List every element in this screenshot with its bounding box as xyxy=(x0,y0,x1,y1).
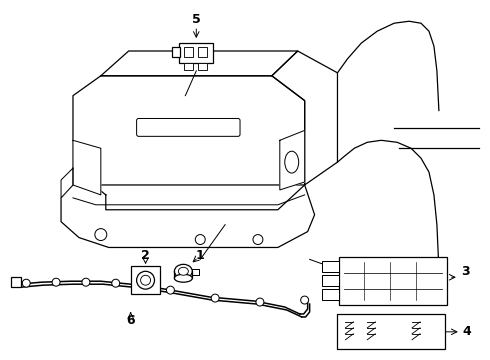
Polygon shape xyxy=(73,76,305,210)
Text: 4: 4 xyxy=(463,325,471,338)
Circle shape xyxy=(301,296,309,304)
Circle shape xyxy=(196,235,205,244)
Text: 3: 3 xyxy=(461,265,469,278)
Polygon shape xyxy=(101,51,298,76)
Circle shape xyxy=(167,286,174,294)
Bar xyxy=(172,47,180,57)
Polygon shape xyxy=(272,51,338,185)
Text: 6: 6 xyxy=(126,314,135,327)
Bar xyxy=(198,63,207,70)
Polygon shape xyxy=(73,140,101,195)
Circle shape xyxy=(141,275,150,285)
Circle shape xyxy=(137,271,154,289)
Bar xyxy=(184,47,193,57)
Bar xyxy=(179,43,213,63)
Circle shape xyxy=(211,294,219,302)
Bar xyxy=(321,261,340,272)
Bar xyxy=(198,47,207,57)
Bar xyxy=(340,257,447,305)
Ellipse shape xyxy=(174,264,192,278)
Circle shape xyxy=(256,298,264,306)
Circle shape xyxy=(82,278,90,286)
Bar xyxy=(11,277,21,287)
Circle shape xyxy=(253,235,263,244)
Ellipse shape xyxy=(178,267,188,275)
Polygon shape xyxy=(280,130,305,190)
Circle shape xyxy=(52,278,60,286)
Circle shape xyxy=(95,229,107,240)
Text: 2: 2 xyxy=(141,249,150,262)
Bar xyxy=(184,63,193,70)
Bar xyxy=(321,289,340,300)
Polygon shape xyxy=(61,168,73,198)
Ellipse shape xyxy=(285,151,299,173)
Ellipse shape xyxy=(174,274,192,282)
Bar xyxy=(338,314,445,349)
Circle shape xyxy=(22,279,30,287)
Polygon shape xyxy=(61,185,315,247)
Bar xyxy=(131,266,161,294)
Text: 5: 5 xyxy=(192,13,200,26)
Circle shape xyxy=(112,279,120,287)
Text: 1: 1 xyxy=(196,249,205,262)
FancyBboxPatch shape xyxy=(137,118,240,136)
Bar xyxy=(321,275,340,286)
